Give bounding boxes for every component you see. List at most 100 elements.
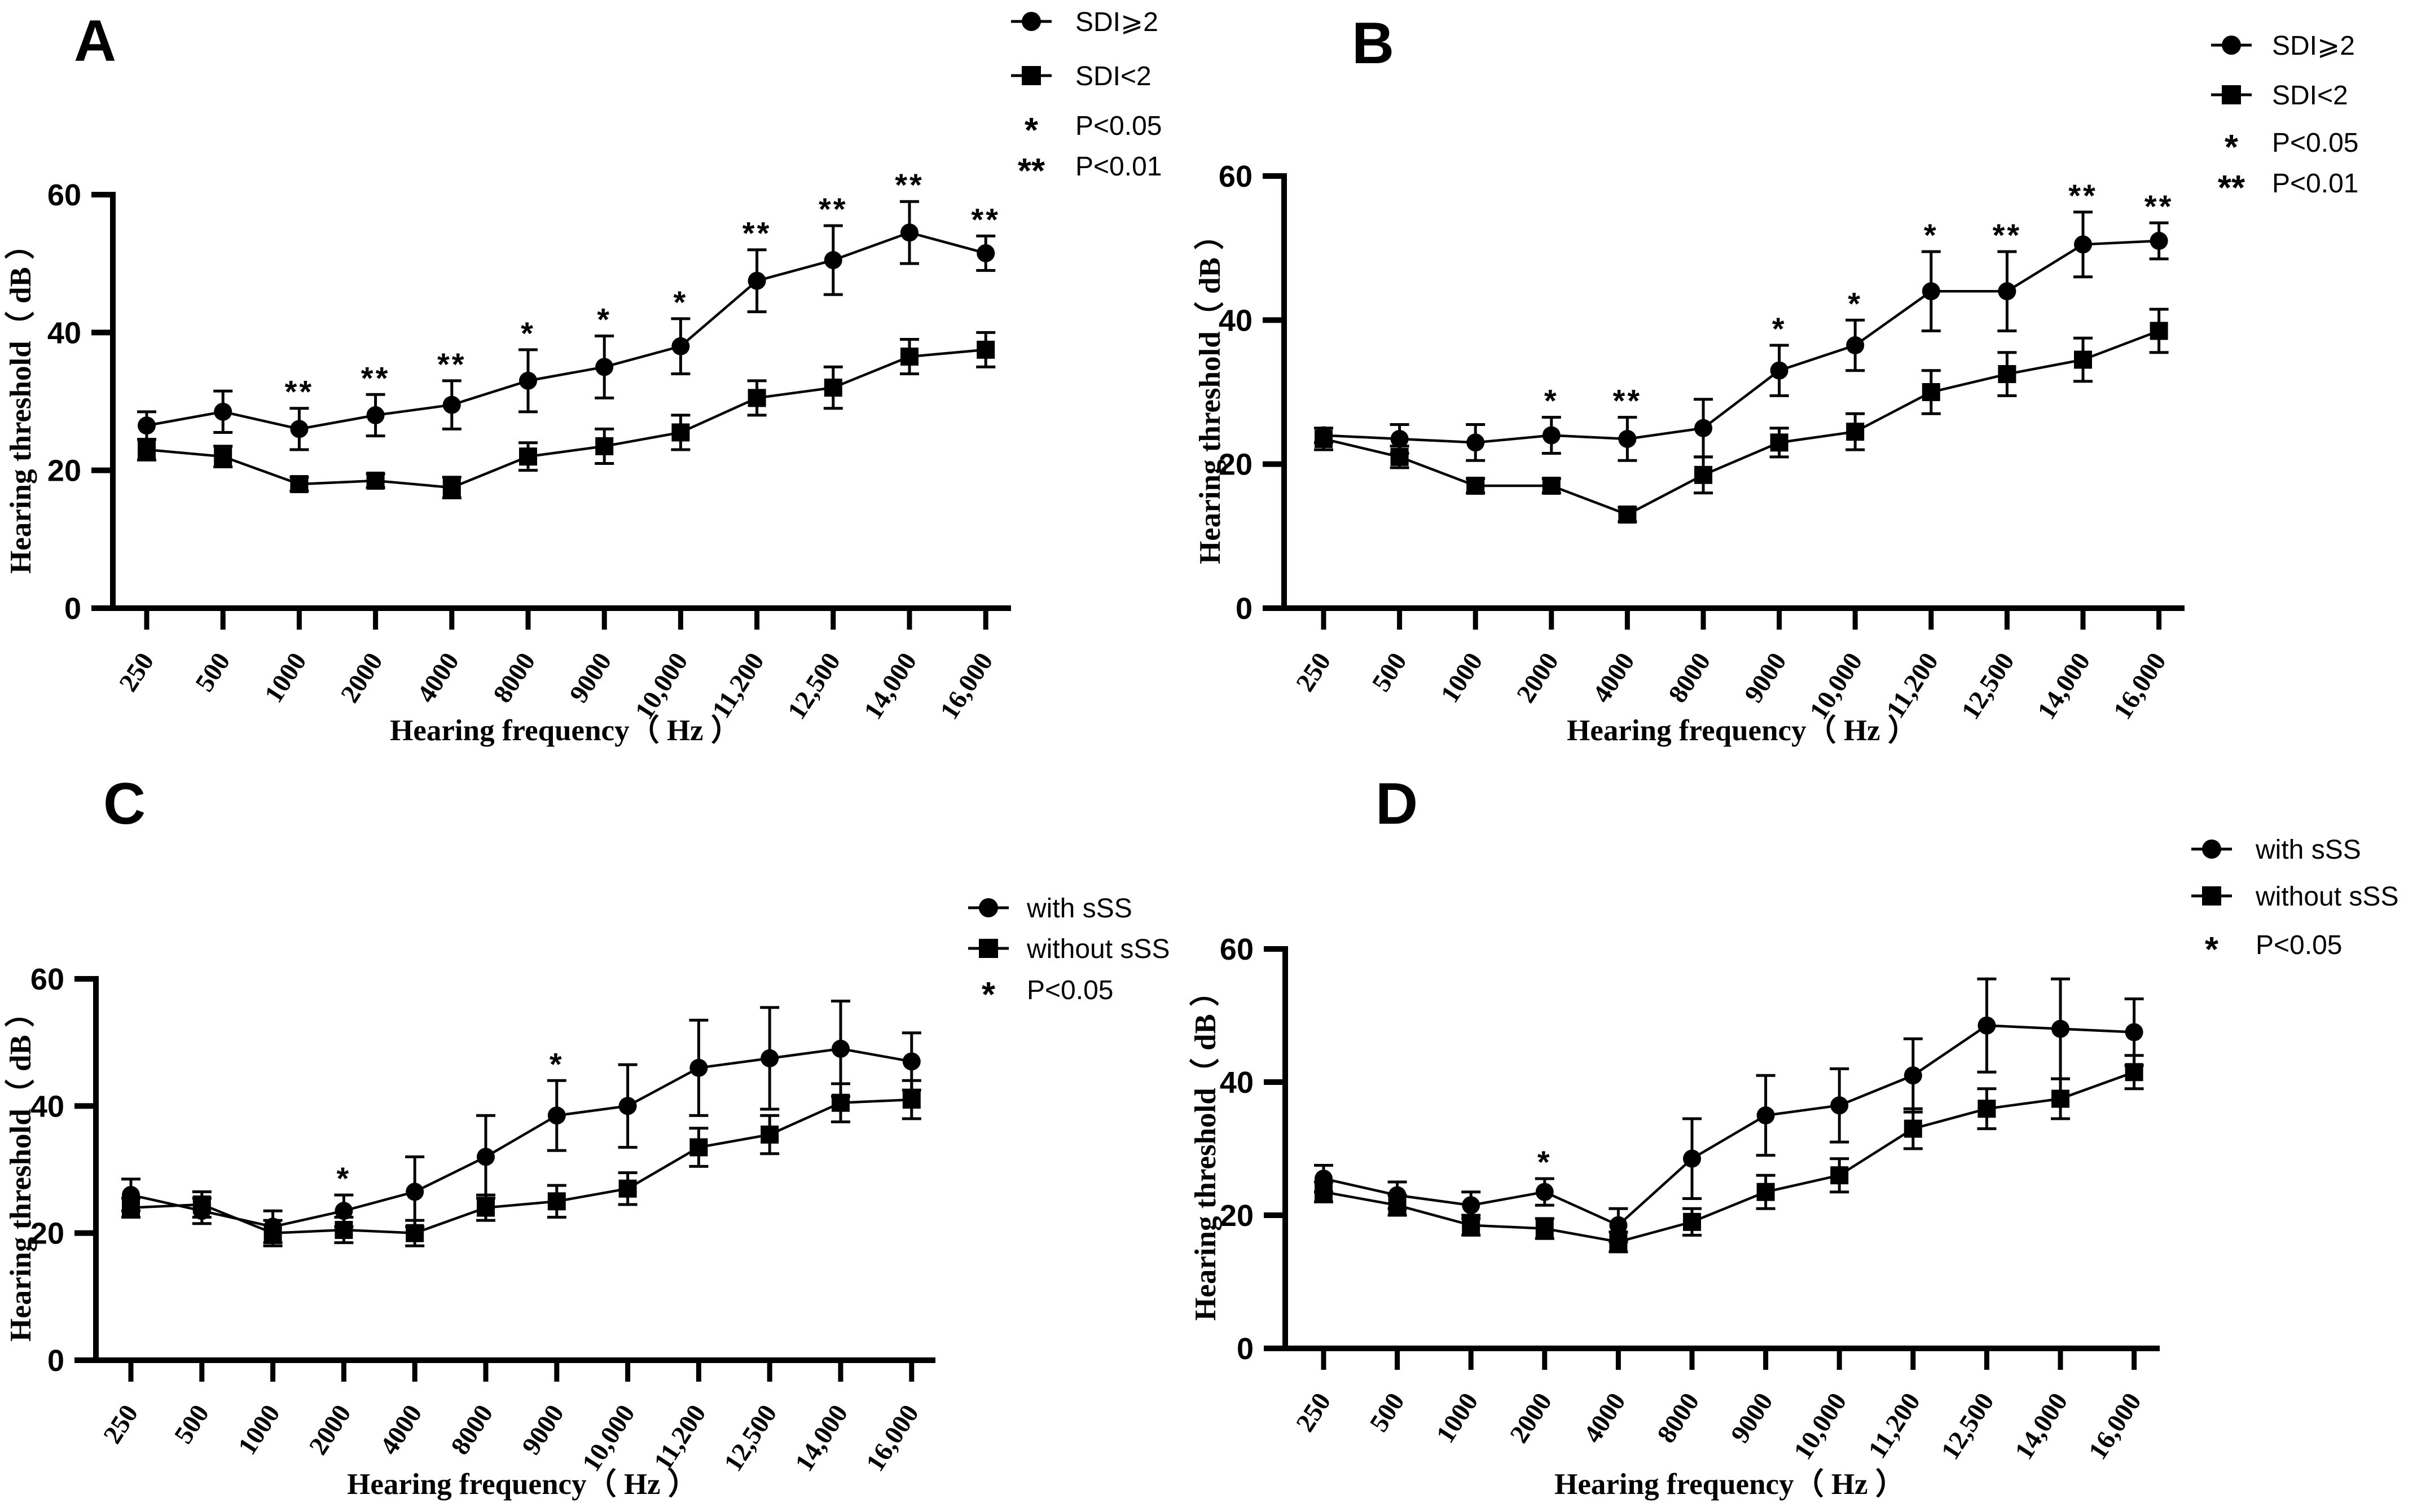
x-tick-label: 10,000	[577, 1400, 641, 1477]
legend-C: with sSS without sSS * P<0.05	[968, 894, 1170, 1014]
series-line	[130, 1098, 912, 1234]
circle-marker	[1830, 1096, 1849, 1115]
x-tick-label: 4000	[1587, 648, 1641, 708]
circle-marker	[977, 244, 995, 262]
circle-marker	[290, 420, 309, 438]
x-tick-label: 11,200	[1862, 1388, 1926, 1464]
circle-marker	[1462, 1196, 1480, 1215]
series-square	[137, 331, 996, 500]
legend-circle-icon	[979, 898, 998, 917]
x-tick-label: 12,500	[1956, 648, 2020, 725]
square-marker	[1462, 1216, 1480, 1234]
panel-label-A: A	[74, 8, 116, 74]
significance-marker: *	[337, 1161, 351, 1196]
significance-marker: *	[1848, 285, 1862, 321]
x-tick-label: 2000	[335, 648, 389, 708]
circle-marker	[477, 1148, 495, 1166]
y-axis-title: Hearing threshold（ dB ）	[1188, 977, 1222, 1321]
square-marker	[547, 1192, 566, 1211]
legend-circle-icon	[2202, 839, 2221, 859]
y-tick-label: 40	[1220, 1066, 1254, 1100]
circle-marker	[1542, 426, 1561, 445]
legend-series-label: SDI<2	[1075, 61, 1152, 91]
y-axis-title: Hearing threshold（ dB ）	[3, 230, 37, 574]
x-tick-label: 12,500	[1936, 1388, 2000, 1465]
x-tick-label: 250	[113, 648, 160, 697]
x-tick-label: 16,000	[2108, 648, 2172, 725]
series-line	[1323, 1071, 2135, 1243]
panel-B: B 0 20 40 60 250 500 1000 2000 4000 8000 9000 10,000…	[1193, 11, 2358, 747]
x-tick-label: 500	[169, 1400, 215, 1449]
significance-marker: **	[2144, 188, 2174, 224]
circle-marker	[335, 1202, 353, 1220]
square-marker	[902, 1091, 921, 1109]
circle-marker	[618, 1097, 637, 1115]
significance-marker: **	[1993, 217, 2022, 253]
significance-marker: **	[742, 216, 772, 251]
y-tick-label: 0	[1237, 1332, 1254, 1366]
panel-label-C: C	[103, 771, 146, 837]
legend-square-icon	[2202, 886, 2221, 906]
square-marker	[1609, 1233, 1628, 1251]
legend-significance-symbol: *	[2205, 930, 2219, 969]
significance-marker: **	[285, 374, 314, 410]
square-marker	[519, 447, 537, 466]
x-axis-title: Hearing frequency（ Hz ）	[347, 1467, 698, 1501]
y-tick-label: 60	[1220, 933, 1254, 966]
x-tick-label: 11,200	[1880, 648, 1944, 724]
square-marker	[138, 441, 156, 459]
series-line	[146, 348, 986, 489]
square-marker	[214, 447, 232, 466]
x-tick-label: 8000	[487, 648, 541, 708]
circle-marker	[1756, 1106, 1775, 1124]
series-line	[146, 231, 986, 430]
circle-marker	[595, 358, 614, 376]
x-tick-label: 9000	[1725, 1388, 1779, 1448]
legend-A: SDI⩾2 SDI<2 * P<0.05 ** P<0.01	[1011, 7, 1162, 191]
y-tick-label: 0	[1236, 592, 1253, 626]
circle-marker	[1683, 1149, 1701, 1168]
x-tick-label: 4000	[411, 648, 465, 708]
square-marker	[1542, 476, 1561, 495]
circle-marker	[1998, 282, 2016, 301]
series-square	[1314, 1054, 2144, 1254]
square-marker	[824, 379, 842, 397]
legend-significance-label: P<0.05	[2256, 930, 2342, 960]
square-marker	[1904, 1119, 1922, 1138]
x-tick-label: 12,500	[782, 648, 846, 725]
series-circle	[1314, 210, 2169, 462]
x-tick-label: 14,000	[2009, 1388, 2073, 1465]
x-tick-label: 500	[1364, 1388, 1410, 1437]
circle-marker	[214, 402, 232, 421]
square-marker	[122, 1198, 140, 1217]
square-marker	[263, 1224, 282, 1242]
legend-significance-label: P<0.05	[2272, 128, 2358, 158]
x-tick-label: 1000	[259, 648, 313, 708]
legend-series-label: SDI⩾2	[2272, 31, 2355, 61]
square-marker	[1390, 447, 1409, 466]
y-tick-label: 60	[1219, 160, 1253, 194]
y-axis-title: Hearing threshold（ dB ）	[1193, 220, 1227, 564]
circle-marker	[832, 1039, 850, 1058]
x-tick-label: 500	[1366, 648, 1413, 697]
square-marker	[366, 471, 385, 490]
series-square	[121, 1079, 921, 1247]
square-marker	[595, 437, 614, 455]
series-line	[1323, 329, 2160, 516]
significance-marker: **	[895, 167, 924, 203]
legend-series-label: without sSS	[2255, 882, 2398, 912]
circle-marker	[902, 1052, 921, 1071]
significance-marker: **	[361, 360, 390, 395]
square-marker	[748, 389, 766, 407]
panel-A: A 0 20 40 60 250 500 1000 2000 4000 8000 9000 10,000…	[3, 7, 1162, 747]
square-marker	[442, 478, 461, 497]
circle-marker	[1770, 361, 1788, 380]
x-tick-label: 9000	[564, 648, 618, 708]
legend-significance-symbol: **	[2218, 169, 2245, 208]
legend-square-icon	[1022, 66, 1041, 85]
series-line	[1323, 1024, 2134, 1227]
square-marker	[1618, 506, 1637, 524]
circle-marker	[1609, 1216, 1628, 1234]
square-marker	[1756, 1183, 1775, 1201]
